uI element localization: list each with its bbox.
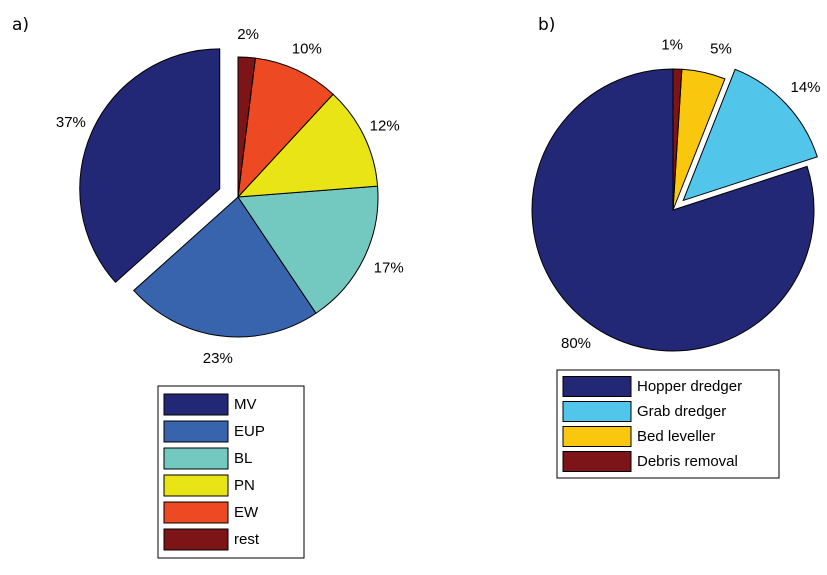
legend-swatch-debris-removal [562, 451, 632, 472]
pie-slice-rest [237, 56, 256, 198]
pie-a: 37% 23% 17% 12% 10% 2% [56, 26, 404, 367]
legend-swatch-ew [163, 501, 229, 524]
legend-a: MV EUP BL PN EW rest [157, 385, 305, 559]
legend-swatch-bl [163, 447, 229, 470]
legend-swatch-eup [163, 420, 229, 443]
legend-label-bl: BL [234, 450, 252, 467]
panel-b-pie-chart: b) 80% 14% 5% 1% Hopper dredger Grab dredger… [531, 15, 821, 479]
pie-slice-pn [236, 93, 379, 198]
panel-a-pie-chart: a) 37% 23% 17% 12% 10% 2% MV EUP BL PN EW rest [12, 15, 404, 559]
pie-slice-mv [79, 48, 221, 284]
slice-label-grab-dredger: 14% [790, 79, 820, 96]
legend-label-mv: MV [234, 396, 257, 413]
legend-label-debris-removal: Debris removal [637, 453, 738, 470]
panel-a-label: a) [12, 15, 29, 35]
slice-label-debris-removal: 1% [661, 37, 683, 54]
pie-b: 80% 14% 5% 1% [531, 37, 821, 352]
legend-label-rest: rest [234, 531, 260, 548]
pie-slice-debris-removal [672, 68, 683, 211]
slice-label-hopper-dredger: 80% [561, 335, 591, 352]
pie-slice-eup [133, 196, 317, 338]
slice-label-bed-leveller: 5% [710, 41, 732, 58]
legend-label-eup: EUP [234, 423, 265, 440]
slice-label-rest: 2% [237, 26, 259, 43]
legend-b: Hopper dredger Grab dredger Bed leveller De… [556, 369, 780, 479]
legend-label-bed-leveller: Bed leveller [637, 428, 715, 445]
legend-label-ew: EW [234, 504, 259, 521]
legend-swatch-grab-dredger [562, 401, 632, 422]
legend-swatch-bed-leveller [562, 426, 632, 447]
legend-swatch-pn [163, 474, 229, 497]
legend-label-grab-dredger: Grab dredger [637, 403, 726, 420]
slice-label-bl: 17% [374, 260, 404, 277]
slice-label-mv: 37% [56, 114, 86, 131]
legend-swatch-rest [163, 528, 229, 551]
slice-label-ew: 10% [292, 41, 322, 58]
legend-swatch-mv [163, 393, 229, 416]
pie-slice-grab-dredger [682, 68, 818, 202]
slice-label-pn: 12% [370, 118, 400, 135]
slice-label-eup: 23% [203, 350, 233, 367]
legend-label-pn: PN [234, 477, 255, 494]
legend-label-hopper-dredger: Hopper dredger [637, 378, 742, 395]
pie-slice-bl [237, 185, 379, 314]
pie-slice-ew [237, 57, 334, 199]
legend-swatch-hopper-dredger [562, 376, 632, 397]
panel-b-label: b) [538, 15, 555, 35]
